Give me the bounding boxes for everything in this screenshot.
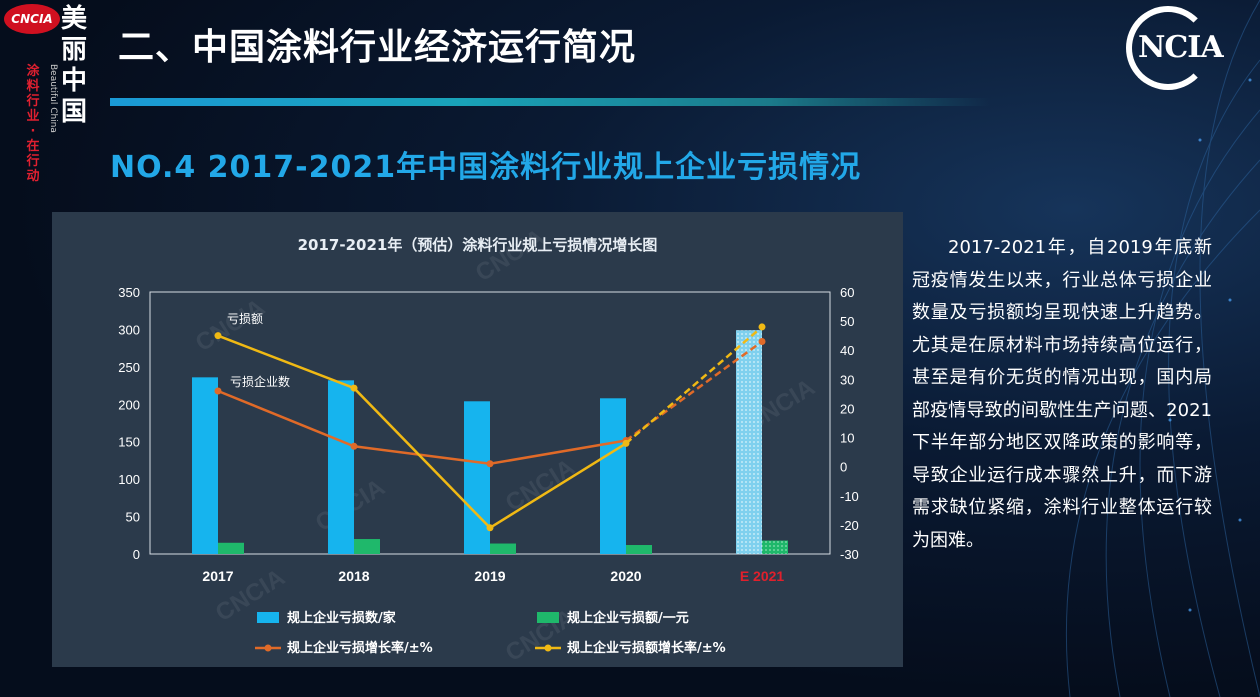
y-left-tick-200: 200: [118, 397, 140, 412]
y-left-tick-150: 150: [118, 435, 140, 450]
y-left-tick-300: 300: [118, 322, 140, 337]
x-tick-0: 2017: [202, 568, 233, 584]
line-forecast-1: [625, 325, 763, 445]
bar-0-2020: [600, 398, 626, 554]
point-0-0: [214, 387, 222, 395]
legend-label-1: 规上企业亏损额/一元: [567, 610, 689, 626]
legend-dot-2: [264, 644, 272, 652]
bar-0-2019: [464, 401, 490, 554]
chart-title: 2017-2021年（预估）涂料行业规上亏损情况增长图: [297, 236, 658, 254]
y-left-tick-350: 350: [118, 285, 140, 300]
point-1-0: [214, 332, 222, 340]
y-right-tick-0: 0: [840, 460, 847, 475]
bar-1-2020: [626, 545, 652, 554]
page-title: 二、中国涂料行业经济运行简况: [118, 27, 637, 68]
bar-1-E 2021: [762, 540, 788, 554]
bar-1-2018: [354, 539, 380, 554]
logo-red-text: 涂 料 行 业 · 在 行 动: [26, 64, 40, 184]
chart-panel: 2017-2021年（预估）涂料行业规上亏损情况增长图 CNCIA CNCIA CN…: [52, 212, 903, 667]
loss-chart: CNCIACNCIACNCIACNCIACNCIACNCIACNCIA05010…: [118, 224, 859, 667]
point-1-4: [758, 323, 766, 331]
annotation-loss-companies: 亏损企业数: [230, 374, 290, 389]
y-right-tick-50: 50: [840, 314, 854, 329]
bar-0-2018: [328, 380, 354, 554]
line-1: [217, 334, 627, 530]
watermark-1: CNCIA: [471, 224, 550, 287]
x-tick-2: 2019: [474, 568, 505, 584]
y-right-tick--30: -30: [840, 547, 859, 562]
legend-swatch-1: [537, 612, 559, 623]
y-right-tick-10: 10: [840, 431, 854, 446]
point-1-2: [486, 524, 494, 532]
line-0: [217, 389, 627, 466]
y-right-tick-60: 60: [840, 285, 854, 300]
watermark-3: CNCIA: [501, 454, 580, 517]
y-left-tick-0: 0: [133, 547, 140, 562]
title-underline: [110, 98, 990, 106]
point-1-3: [622, 439, 630, 447]
legend-dot-3: [544, 644, 552, 652]
point-0-1: [350, 442, 358, 450]
logo-ncia: NCIA: [1126, 6, 1224, 96]
legend-label-3: 规上企业亏损额增长率/±%: [567, 640, 726, 656]
bar-1-2017: [218, 542, 244, 554]
logo-ncia-text: NCIA: [1138, 30, 1224, 65]
cncia-badge: CNCIA: [4, 4, 60, 34]
y-right-tick--10: -10: [840, 489, 859, 504]
legend-swatch-0: [257, 612, 279, 623]
y-right-tick-20: 20: [840, 401, 854, 416]
y-right-tick--20: -20: [840, 518, 859, 533]
y-left-tick-100: 100: [118, 472, 140, 487]
logo-beautiful-china: CNCIA 美 丽 中 国 涂 料 行 业 · 在 行 动 Beautiful …: [0, 0, 95, 190]
logo-vertical-text: 美 丽 中 国: [60, 4, 87, 127]
point-0-2: [486, 460, 494, 468]
point-1-1: [350, 384, 358, 392]
x-tick-4: E 2021: [740, 568, 785, 584]
y-right-tick-30: 30: [840, 372, 854, 387]
y-right-tick-40: 40: [840, 343, 854, 358]
bar-0-2017: [192, 377, 218, 554]
line-forecast-0: [625, 340, 763, 442]
y-left-tick-250: 250: [118, 360, 140, 375]
point-0-4: [758, 337, 766, 345]
legend-label-2: 规上企业亏损增长率/±%: [287, 640, 433, 656]
annotation-loss-amount: 亏损额: [227, 312, 263, 326]
y-left-tick-50: 50: [126, 510, 140, 525]
legend-label-0: 规上企业亏损数/家: [287, 610, 397, 626]
logo-small-text: Beautiful China: [48, 64, 58, 133]
bar-1-2019: [490, 543, 516, 554]
bar-0-E 2021: [736, 330, 762, 554]
section-title: NO.4 2017-2021年中国涂料行业规上企业亏损情况: [110, 150, 862, 185]
x-tick-1: 2018: [338, 568, 369, 584]
logo-ring: [1126, 6, 1210, 90]
description-text: 2017-2021年，自2019年底新冠疫情发生以来，行业总体亏损企业数量及亏损…: [912, 237, 1212, 551]
x-tick-3: 2020: [610, 568, 641, 584]
